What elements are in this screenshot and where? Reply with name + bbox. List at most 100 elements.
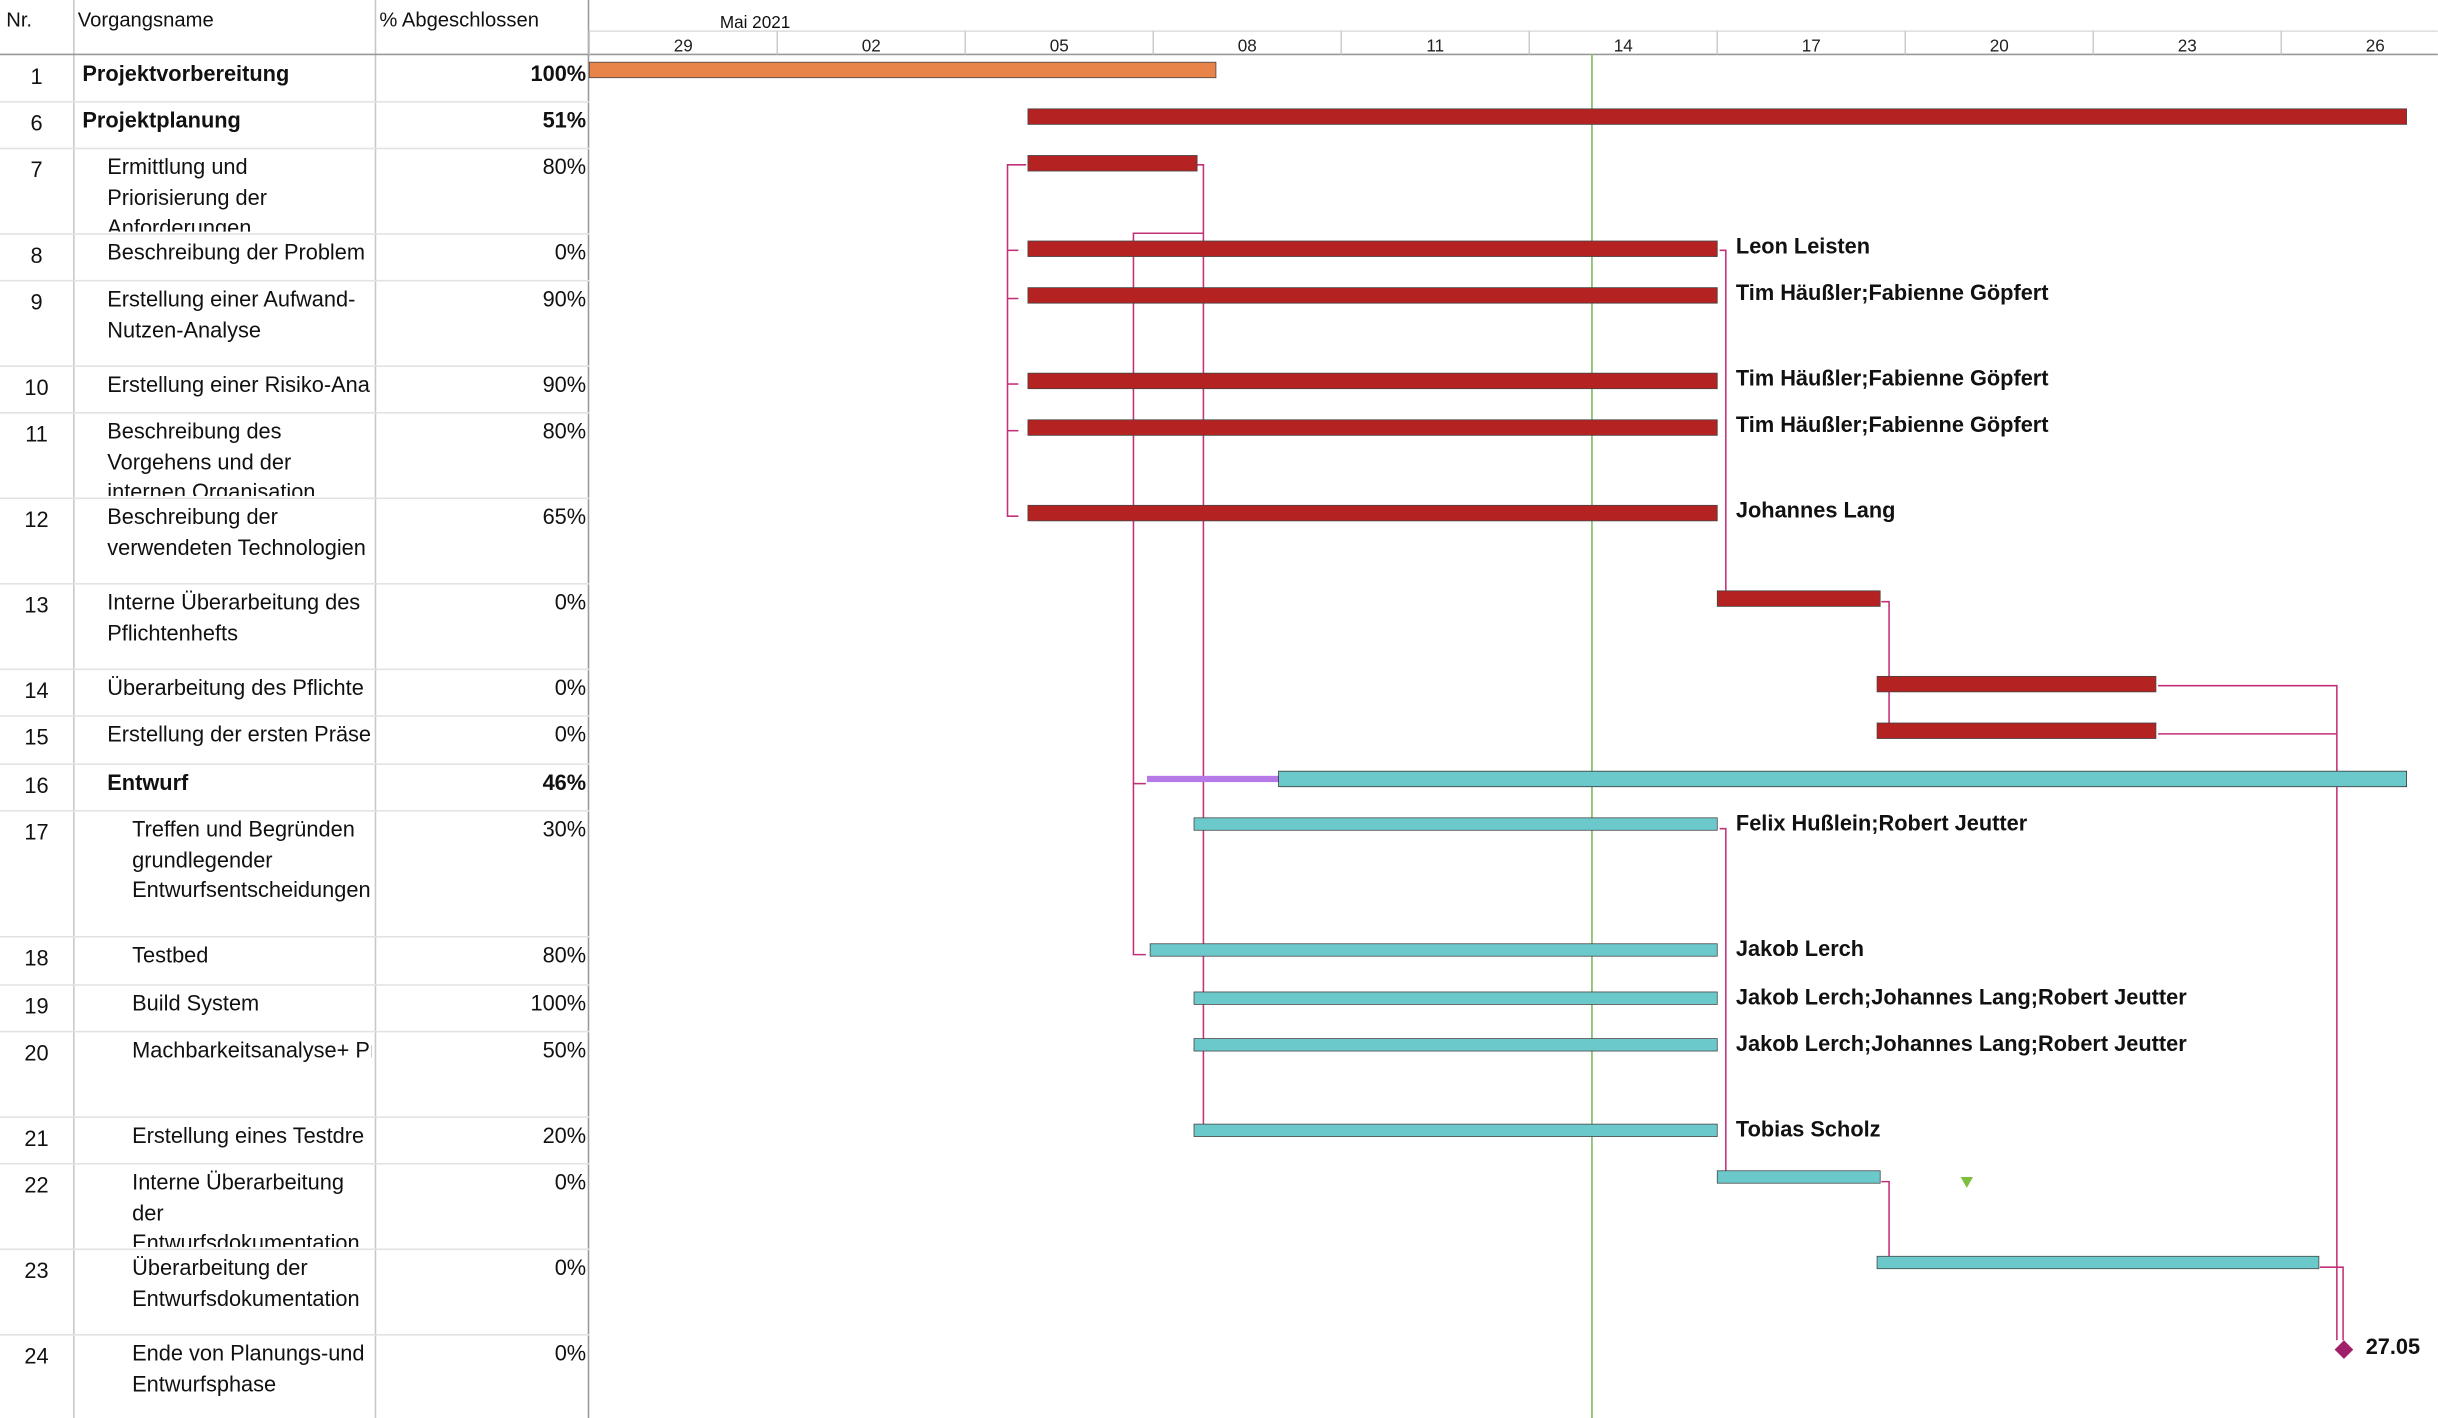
task-percent: 0% (554, 674, 587, 700)
task-nr: 10 (24, 374, 49, 400)
task-name: Machbarkeitsanalyse+ Prototyp (132, 1037, 371, 1062)
resource-label: Tim Häußler;Fabienne Göpfert (1736, 412, 2049, 437)
row-border (0, 935, 590, 938)
header-percent: % Abgeschlossen (379, 7, 539, 32)
timescale-label: 17 (1802, 36, 1821, 55)
task-percent: 46% (542, 769, 587, 795)
timescale-label: 08 (1238, 36, 1257, 55)
task-nr: 14 (24, 677, 49, 703)
task-nr: 15 (24, 724, 49, 750)
timescale-label: 02 (862, 36, 881, 55)
task-bar (1876, 722, 2157, 739)
task-percent: 50% (542, 1037, 587, 1062)
task-percent: 80% (542, 153, 587, 179)
task-nr: 18 (24, 945, 49, 971)
resource-label: Jakob Lerch;Johannes Lang;Robert Jeutter (1736, 1031, 2187, 1056)
task-bar (1027, 287, 1718, 304)
task-bar (1027, 372, 1718, 390)
column-divider (374, 0, 377, 1418)
task-bar-segment (1146, 775, 1279, 783)
task-percent: 0% (554, 1254, 587, 1280)
timescale-label: 26 (2366, 36, 2385, 55)
task-bar (1149, 943, 1718, 957)
indicator-icon (1960, 1176, 1974, 1188)
resource-label: Leon Leisten (1736, 233, 1870, 258)
row-border (0, 668, 590, 671)
row-border (0, 497, 590, 500)
resource-label: 27.05 (2366, 1334, 2420, 1359)
task-percent: 80% (542, 418, 587, 444)
timescale-label: 05 (1050, 36, 1069, 55)
header-nr: Nr. (6, 7, 33, 32)
timescale-label: 20 (1990, 36, 2009, 55)
row-border (0, 1162, 590, 1165)
resource-label: Tim Häußler;Fabienne Göpfert (1736, 280, 2049, 305)
task-name: Build System (132, 990, 260, 1016)
task-nr: 24 (24, 1343, 49, 1369)
task-name: Überarbeitung der Entwurfsdokumentation (132, 1254, 360, 1310)
task-bar (1716, 590, 1881, 607)
task-bar (1193, 991, 1718, 1005)
task-bar (1027, 155, 1198, 172)
task-nr: 6 (30, 110, 43, 136)
task-nr: 12 (24, 506, 49, 532)
task-nr: 19 (24, 993, 49, 1019)
task-bar (1027, 240, 1718, 257)
task-name: Ermittlung und Priorisierung der Anforde… (107, 153, 267, 232)
task-name: Projektvorbereitung (82, 60, 290, 86)
task-name: Beschreibung des Vorgehens und der inter… (107, 418, 316, 496)
task-percent: 100% (530, 60, 587, 86)
resource-label: Felix Hußlein;Robert Jeutter (1736, 810, 2028, 835)
task-percent: 20% (542, 1122, 587, 1148)
column-divider (587, 0, 590, 1418)
dependency-links (1006, 164, 2344, 1341)
task-nr: 1 (30, 63, 43, 89)
row-border (0, 412, 590, 414)
header-name: Vorgangsname (77, 7, 214, 32)
task-nr: 8 (30, 242, 43, 268)
task-percent: 0% (554, 1340, 587, 1366)
task-nr: 17 (24, 819, 49, 845)
task-bar (1193, 1038, 1718, 1052)
row-border (0, 763, 590, 765)
task-name: Überarbeitung des Pflichte (107, 674, 364, 700)
task-name: Projektplanung (82, 107, 241, 133)
row-border (0, 101, 590, 103)
task-percent: 65% (542, 503, 587, 529)
task-percent: 0% (554, 721, 587, 747)
task-percent: 80% (542, 942, 587, 968)
task-name: Erstellung einer Aufwand-Nutzen-Analyse (107, 286, 356, 342)
task-percent: 0% (554, 589, 587, 615)
task-bar (1278, 770, 2407, 788)
task-nr: 11 (25, 421, 48, 447)
task-percent: 0% (554, 239, 587, 265)
task-nr: 7 (30, 157, 43, 182)
row-border (0, 233, 590, 235)
task-name: Interne Überarbeitung der Entwurfsdokume… (132, 1169, 360, 1247)
task-bar (1027, 419, 1718, 436)
task-bar (1716, 1170, 1881, 1184)
resource-label: Johannes Lang (1736, 498, 1896, 523)
column-divider (73, 0, 75, 1418)
task-percent: 30% (542, 816, 587, 842)
task-nr: 16 (24, 772, 49, 798)
timescale-label: 14 (1614, 36, 1633, 55)
timescale-label: 29 (674, 36, 693, 55)
task-bar (1193, 817, 1718, 831)
resource-label: Jakob Lerch;Johannes Lang;Robert Jeutter (1736, 984, 2187, 1009)
month-label: Mai 2021 (719, 13, 791, 33)
task-percent: 90% (542, 286, 587, 311)
task-name: Beschreibung der Problem (107, 239, 366, 265)
resource-label: Tim Häußler;Fabienne Göpfert (1736, 366, 2049, 391)
row-border (0, 1116, 590, 1118)
task-percent: 100% (530, 990, 587, 1016)
task-name: Interne Überarbeitung des Pflichtenhefts (107, 589, 361, 645)
row-border (0, 715, 590, 717)
task-name: Erstellung der ersten Präse (107, 721, 372, 747)
task-percent: 0% (554, 1169, 587, 1195)
timescale-label: 23 (2178, 36, 2197, 55)
row-border (0, 147, 590, 150)
task-bar (1027, 108, 2407, 125)
task-bar (588, 61, 1217, 79)
